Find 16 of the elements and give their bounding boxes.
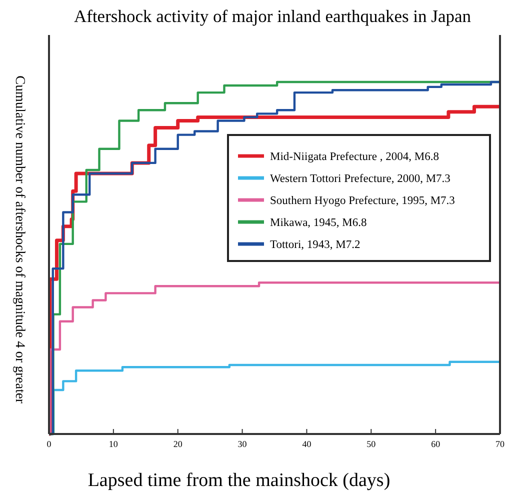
x-tick-label: 20 (173, 439, 183, 449)
legend-label: Tottori, 1943, M7.2 (270, 239, 360, 251)
legend-label: Western Tottori Prefecture, 2000, M7.3 (270, 173, 451, 185)
legend-label: Mikawa, 1945, M6.8 (270, 217, 368, 229)
x-tick-label: 50 (366, 439, 376, 449)
x-tick-label: 40 (302, 439, 312, 449)
x-tick-label: 30 (238, 439, 248, 449)
x-tick-label: 70 (496, 439, 505, 449)
y-axis-title: Cumulative number of aftershocks of magnitude 4 or greater (13, 76, 28, 404)
x-tick-label: 0 (46, 439, 52, 449)
chart-title: Aftershock activity of major inland earthquakes in Japan (74, 6, 472, 26)
x-tick-label: 10 (108, 439, 118, 449)
x-axis-title: Lapsed time from the mainshock (days) (88, 470, 390, 491)
legend-label: Southern Hyogo Prefecture, 1995, M7.3 (270, 195, 456, 207)
legend-label: Mid-Niigata Prefecture , 2004, M6.8 (270, 151, 440, 163)
x-tick-label: 60 (431, 439, 441, 449)
